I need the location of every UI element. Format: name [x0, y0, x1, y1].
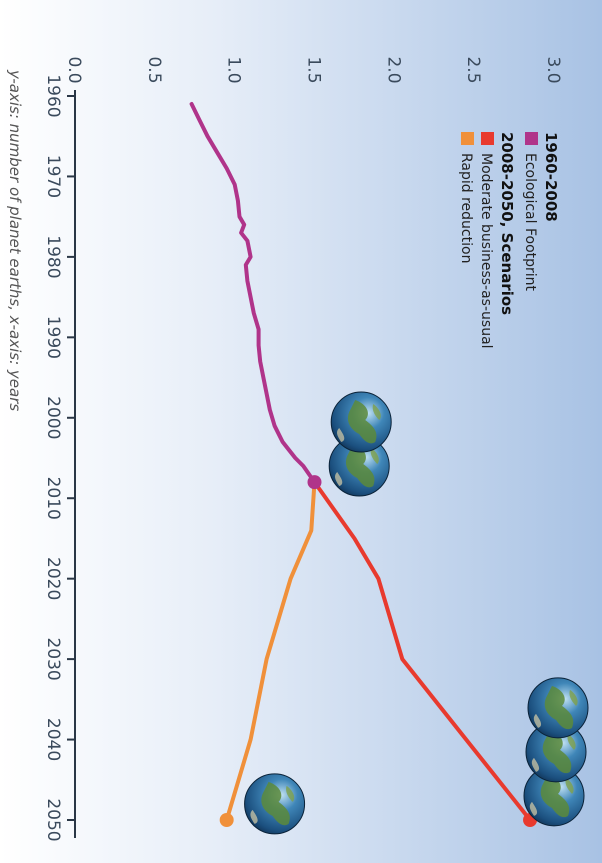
- legend-swatch: [481, 132, 494, 145]
- series-marker-0: [307, 475, 322, 490]
- y-tick-label: 2.5: [463, 56, 483, 83]
- y-tick-label: 2.0: [383, 56, 403, 83]
- x-tick-label: 2050: [43, 798, 63, 841]
- earth-icon: [527, 677, 589, 739]
- axes-caption: y-axis: number of planet earths, x-axis:…: [6, 69, 24, 411]
- y-tick-label: 0.5: [144, 56, 164, 83]
- earth-icon: [244, 773, 306, 835]
- earth-icon-group-2008: [328, 391, 392, 497]
- x-tick-label: 2030: [43, 637, 63, 680]
- x-axis-ticks: 1960 1970 1980 1990 2000 2010 2020 2030 2040 2050: [43, 74, 75, 842]
- legend-label: Ecological Footprint: [522, 153, 538, 292]
- series-line-0: [189, 102, 317, 485]
- legend-heading: 1960-2008: [542, 132, 560, 222]
- x-tick-label: 2010: [43, 477, 63, 520]
- x-tick-label: 1960: [43, 74, 63, 117]
- earth-icon-group-2050-bau: [523, 677, 589, 827]
- earth-icon: [330, 391, 392, 453]
- x-tick-label: 1970: [43, 155, 63, 198]
- x-tick-label: 2000: [43, 396, 63, 439]
- rotated-plot: 1960 1970 1980 1990 2000 2010 2020 2030 2040 2050…: [6, 56, 589, 842]
- legend-label: Moderate business-as-usual: [478, 153, 494, 349]
- x-tick-label: 2020: [43, 557, 63, 600]
- legend-swatch: [461, 132, 474, 145]
- series-line-1: [312, 480, 533, 822]
- series-layer: [189, 102, 533, 822]
- series-line-2: [224, 480, 317, 822]
- x-tick-label: 1990: [43, 316, 63, 359]
- earth-icon-2050-reduction: [244, 773, 306, 835]
- legend-label: Rapid reduction: [458, 153, 474, 263]
- legend-swatch: [525, 132, 538, 145]
- series-marker-2: [219, 813, 234, 827]
- x-tick-label: 2040: [43, 718, 63, 761]
- y-tick-label: 0.0: [64, 56, 84, 83]
- y-tick-label: 1.0: [224, 56, 244, 83]
- y-axis-ticks: 0.0 0.5 1.0 1.5 2.0 2.5 3.0: [64, 56, 563, 83]
- y-tick-label: 1.5: [304, 56, 324, 83]
- x-tick-label: 1980: [43, 235, 63, 278]
- y-tick-label: 3.0: [543, 56, 563, 83]
- legend-heading: 2008-2050, Scenarios: [498, 132, 516, 315]
